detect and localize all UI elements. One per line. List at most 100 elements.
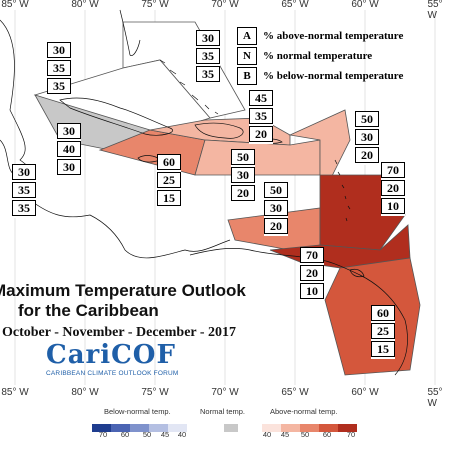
caricof-tagline: CARIBBEAN CLIMATE OUTLOOK FORUM	[46, 370, 179, 377]
map-title-line2: for the Caribbean	[18, 301, 159, 320]
prob-above: 30	[12, 164, 36, 180]
legend-key-normal: N	[237, 47, 257, 65]
longitude-label-bottom: 70° W	[211, 387, 239, 398]
prob-below: 15	[371, 341, 395, 357]
legend-key-above: A	[237, 27, 257, 45]
legend-text-below: % below-normal temperature	[263, 70, 404, 82]
prob-below: 35	[196, 66, 220, 82]
colorbar-below-tick: 60	[120, 430, 130, 439]
colorbar-above-swatch	[319, 424, 338, 432]
prob-normal: 25	[157, 172, 181, 188]
map-title: Maximum Temperature Outlook	[0, 281, 246, 300]
prob-above: 60	[371, 305, 395, 321]
prob-normal: 35	[249, 108, 273, 124]
colorbar-below-title: Below-normal temp.	[104, 407, 171, 416]
caricof-logo: CariCOF	[46, 340, 176, 370]
prob-below: 15	[157, 190, 181, 206]
longitude-label-top: 70° W	[211, 0, 239, 10]
prob-above: 30	[196, 30, 220, 46]
coastlines	[0, 9, 408, 376]
legend-below: B % below-normal temperature	[237, 67, 403, 85]
prob-box-trinidad: 70 20 10	[300, 247, 324, 301]
prob-normal: 25	[371, 323, 395, 339]
prob-above: 50	[231, 149, 255, 165]
prob-normal: 40	[57, 141, 81, 157]
prob-below: 20	[231, 185, 255, 201]
prob-below: 20	[264, 218, 288, 234]
prob-below: 10	[300, 283, 324, 299]
prob-below: 35	[47, 78, 71, 94]
prob-normal: 30	[264, 200, 288, 216]
colorbar-above-swatch	[281, 424, 300, 432]
prob-normal: 35	[47, 60, 71, 76]
longitude-label-bottom: 55° W	[427, 387, 443, 409]
longitude-label-bottom: 80° W	[71, 387, 99, 398]
longitude-label-top: 65° W	[281, 0, 309, 10]
colorbar-above-tick: 50	[300, 430, 310, 439]
colorbar-normal-swatch	[224, 424, 238, 432]
region-hispaniola-south	[194, 139, 321, 176]
colorbar-above-swatch	[300, 424, 319, 432]
colorbar-above-swatch	[338, 424, 357, 432]
prob-box-leeward-north: 50 30 20	[355, 111, 379, 165]
prob-below: 20	[249, 126, 273, 142]
colorbar-swatches	[92, 424, 357, 432]
colorbar-above	[262, 424, 357, 432]
colorbar-below-tick: 70	[98, 430, 108, 439]
legend-text-normal: % normal temperature	[263, 50, 373, 62]
colorbar-normal-title: Normal temp.	[200, 407, 246, 416]
prob-below: 10	[381, 198, 405, 214]
longitude-label-top: 85° W	[1, 0, 29, 10]
prob-above: 70	[381, 162, 405, 178]
colorbar-above-tick: 45	[280, 430, 290, 439]
prob-normal: 20	[300, 265, 324, 281]
prob-above: 50	[264, 182, 288, 198]
prob-above: 60	[157, 154, 181, 170]
colorbar-above-title: Above-normal temp.	[270, 407, 338, 416]
colorbar-above-tick: 40	[262, 430, 272, 439]
prob-box-bahamas: 30 35 35	[196, 30, 220, 84]
longitude-label-top: 55° W	[427, 0, 443, 21]
prob-box-hispaniola-north: 45 35 20	[249, 90, 273, 144]
prob-box-hispaniola-south: 50 30 20	[231, 149, 255, 203]
colorbar-below	[92, 424, 187, 432]
prob-above: 45	[249, 90, 273, 106]
longitude-label-top: 60° W	[351, 0, 379, 10]
longitude-label-bottom: 85° W	[1, 387, 29, 398]
prob-box-windward: 70 20 10	[381, 162, 405, 216]
prob-box-cuba: 30 40 30	[57, 123, 81, 177]
colorbar-normal	[224, 424, 238, 432]
colorbar-below-swatch	[168, 424, 187, 432]
longitude-label-bottom: 75° W	[141, 387, 169, 398]
legend-above: A % above-normal temperature	[237, 27, 403, 45]
prob-box-abc-islands: 50 30 20	[264, 182, 288, 236]
colorbar-below-tick: 50	[142, 430, 152, 439]
longitude-label-top: 75° W	[141, 0, 169, 10]
colorbar-below-swatch	[111, 424, 130, 432]
prob-above: 30	[57, 123, 81, 139]
prob-below: 30	[57, 159, 81, 175]
legend-key-below: B	[237, 67, 257, 85]
legend-text-above: % above-normal temperature	[263, 30, 404, 42]
longitude-label-bottom: 65° W	[281, 387, 309, 398]
prob-normal: 30	[355, 129, 379, 145]
colorbar-above-tick: 70	[346, 430, 356, 439]
prob-above: 30	[47, 42, 71, 58]
prob-below: 35	[12, 200, 36, 216]
colorbar-below-tick: 45	[160, 430, 170, 439]
colorbar-below-swatch	[130, 424, 149, 432]
prob-normal: 35	[12, 182, 36, 198]
prob-normal: 35	[196, 48, 220, 64]
longitude-label-top: 80° W	[71, 0, 99, 10]
colorbar-below-swatch	[92, 424, 111, 432]
colorbar-above-tick: 60	[322, 430, 332, 439]
prob-box-jamaica: 60 25 15	[157, 154, 181, 208]
longitude-label-bottom: 60° W	[351, 387, 379, 398]
prob-box-gulf-mexico: 30 35 35	[47, 42, 71, 96]
prob-box-belize: 30 35 35	[12, 164, 36, 218]
colorbar-below-swatch	[149, 424, 168, 432]
prob-below: 20	[355, 147, 379, 163]
map-subtitle: October - November - December - 2017	[2, 325, 237, 340]
prob-box-guianas: 60 25 15	[371, 305, 395, 359]
colorbar-above-swatch	[262, 424, 281, 432]
